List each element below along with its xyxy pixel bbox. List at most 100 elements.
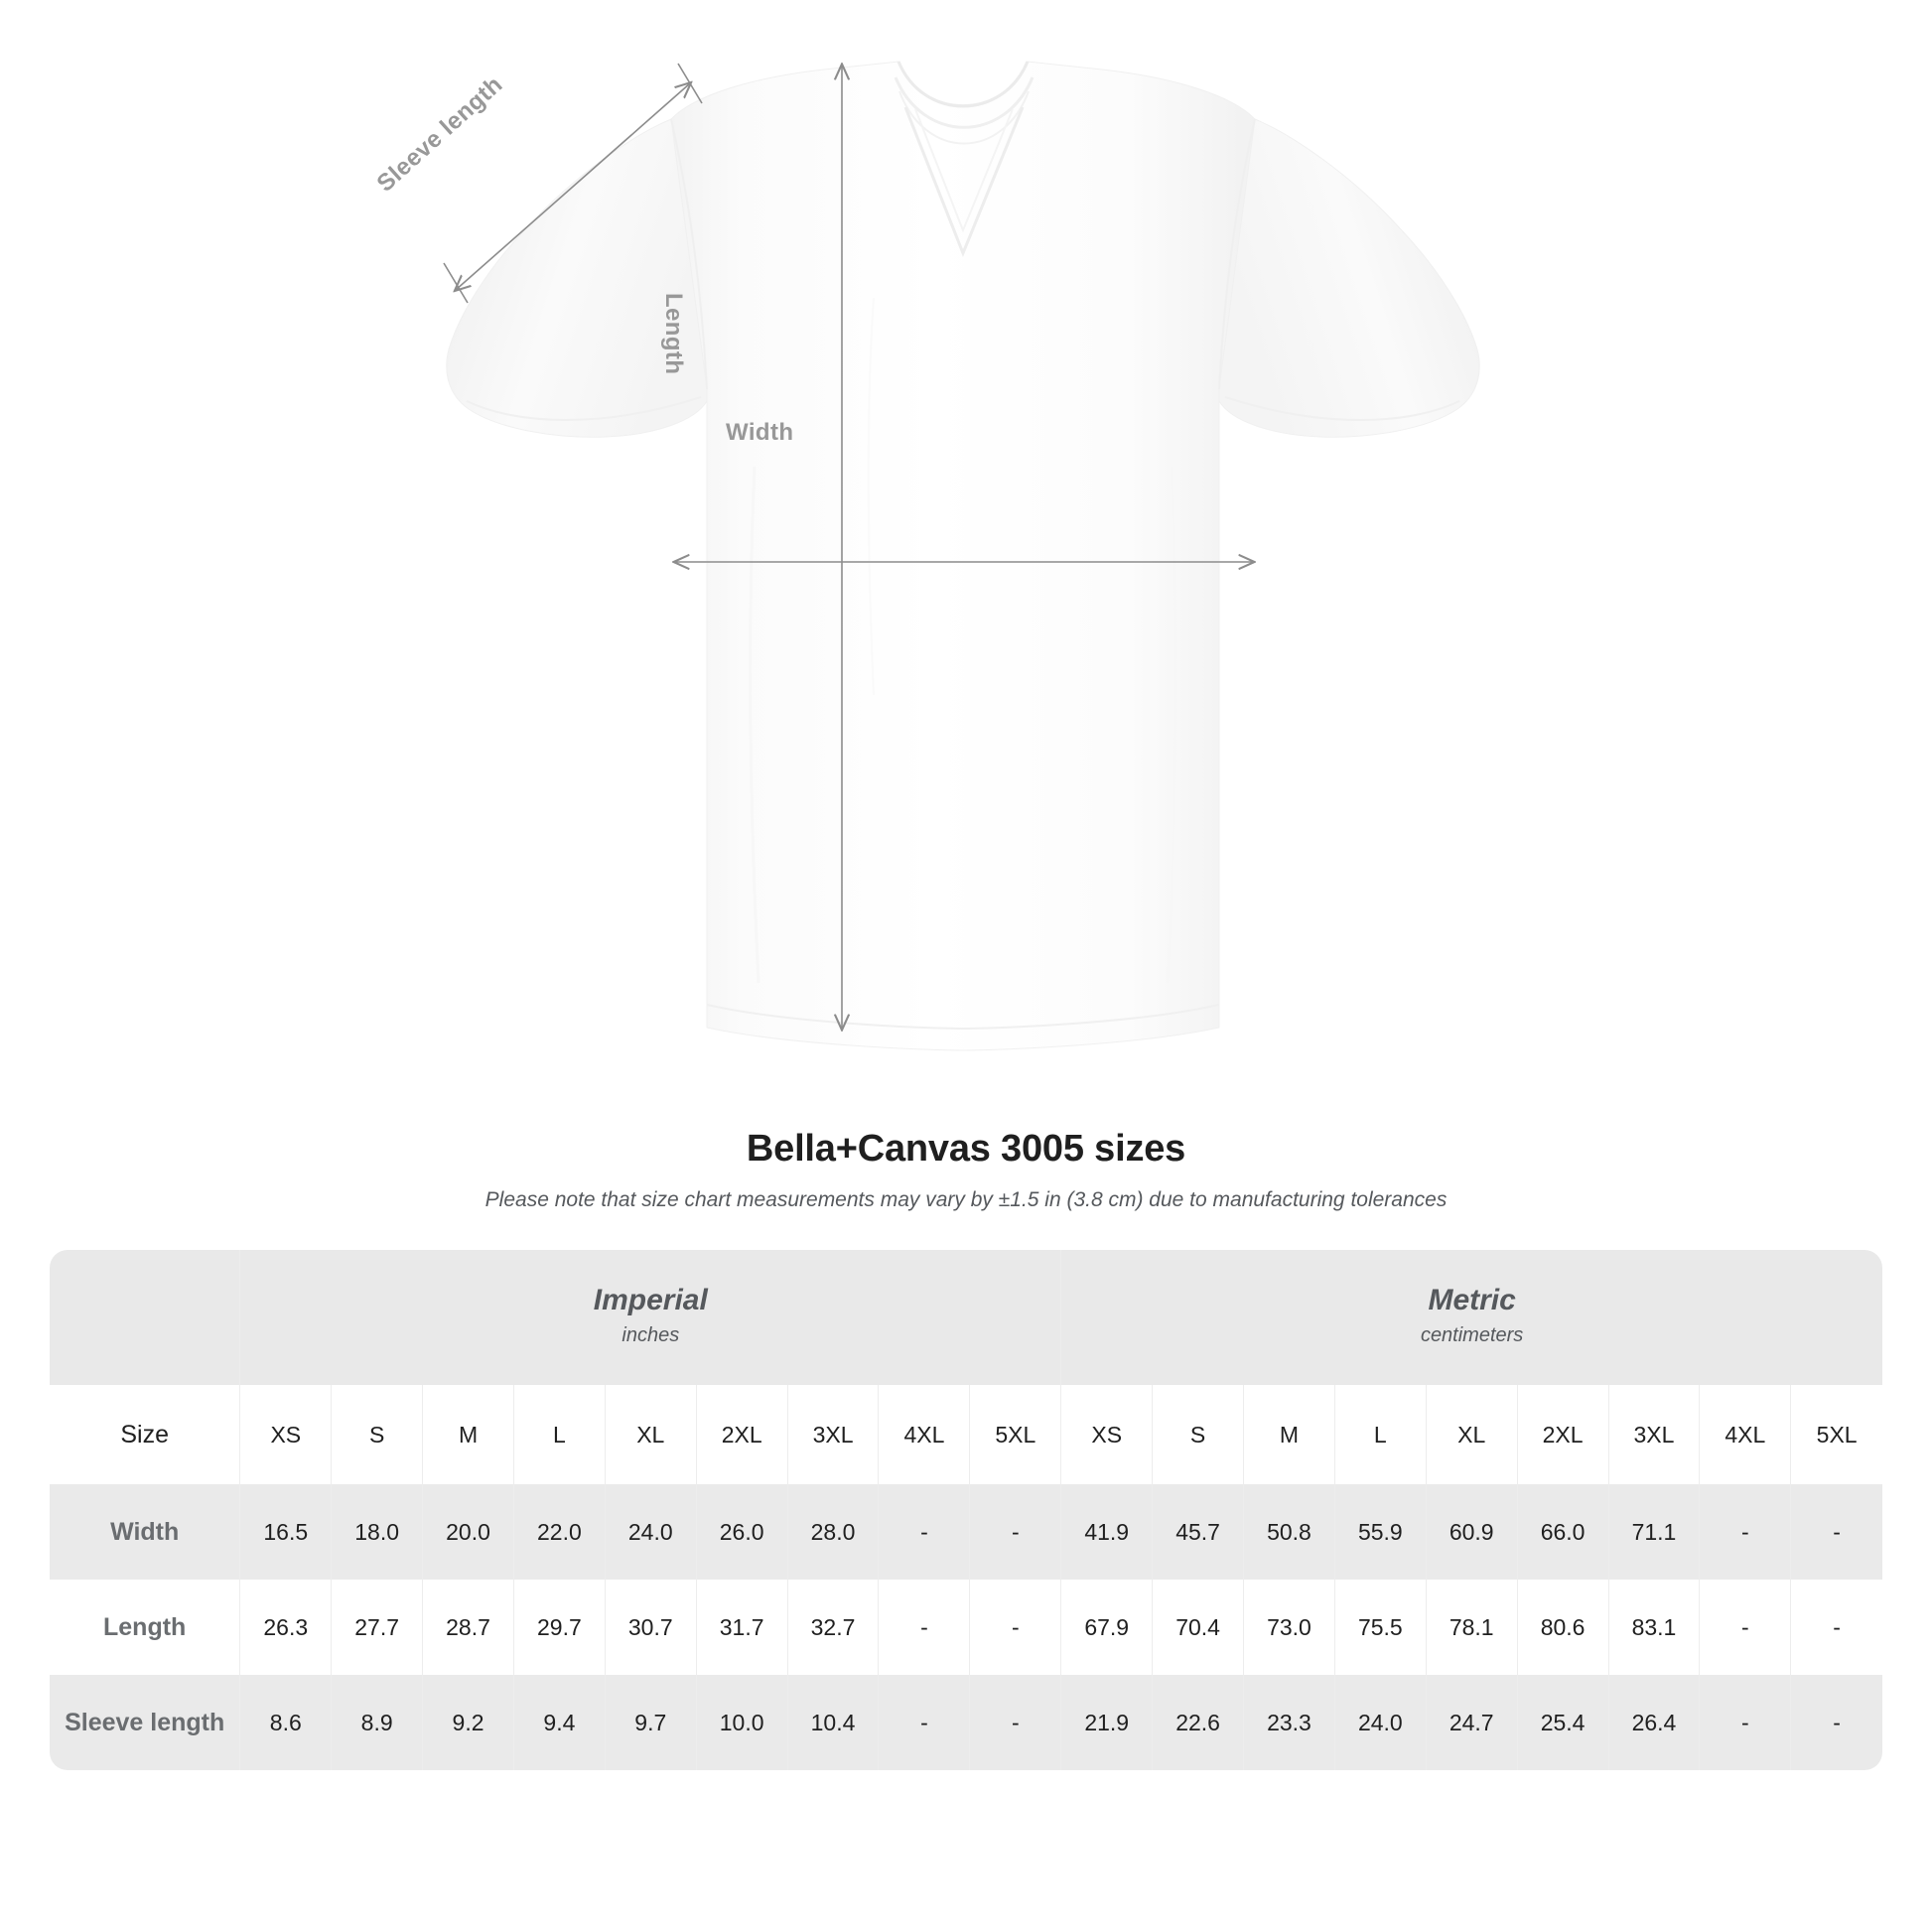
cell-length-imperial-l: 29.7 <box>513 1580 606 1675</box>
col-header-imperial-4xl: 4XL <box>878 1385 971 1484</box>
col-header-metric-2xl: 2XL <box>1517 1385 1609 1484</box>
cell-length-metric-xl: 78.1 <box>1426 1580 1518 1675</box>
cell-length-imperial-3xl: 32.7 <box>787 1580 880 1675</box>
size-chart-table: Imperial inches Metric centimeters Size … <box>50 1250 1882 1770</box>
cell-sleeve-metric-5xl: - <box>1790 1675 1882 1770</box>
cell-sleeve-metric-s: 22.6 <box>1152 1675 1245 1770</box>
col-header-metric-l: L <box>1334 1385 1427 1484</box>
chart-heading-block: Bella+Canvas 3005 sizes Please note that… <box>0 1122 1932 1212</box>
unit-group-metric-name: Metric <box>1428 1283 1516 1316</box>
cell-width-imperial-l: 22.0 <box>513 1484 606 1580</box>
col-header-imperial-5xl: 5XL <box>969 1385 1062 1484</box>
col-header-metric-xl: XL <box>1426 1385 1518 1484</box>
cell-length-metric-3xl: 83.1 <box>1608 1580 1701 1675</box>
table-row: Length 26.3 27.7 28.7 29.7 30.7 31.7 32.… <box>50 1580 1882 1675</box>
right-sleeve-hem <box>1224 396 1460 421</box>
col-header-imperial-3xl: 3XL <box>787 1385 880 1484</box>
cell-length-imperial-m: 28.7 <box>422 1580 514 1675</box>
cell-sleeve-imperial-5xl: - <box>969 1675 1062 1770</box>
unit-group-imperial-name: Imperial <box>593 1283 708 1316</box>
cell-width-metric-s: 45.7 <box>1152 1484 1245 1580</box>
fold-right <box>1166 466 1177 984</box>
size-header-label: Size <box>50 1385 241 1484</box>
length-label: Length <box>660 293 687 375</box>
col-header-imperial-s: S <box>331 1385 424 1484</box>
cell-length-metric-5xl: - <box>1790 1580 1882 1675</box>
cell-sleeve-imperial-s: 8.9 <box>331 1675 424 1770</box>
shirt-left-sleeve <box>446 118 708 438</box>
sleeve-length-arrow <box>456 83 690 290</box>
v-neck-inner <box>914 108 1014 233</box>
cell-length-imperial-2xl: 31.7 <box>696 1580 788 1675</box>
col-header-metric-5xl: 5XL <box>1790 1385 1882 1484</box>
col-header-imperial-l: L <box>513 1385 606 1484</box>
cell-length-imperial-s: 27.7 <box>331 1580 424 1675</box>
collar-rib-outer <box>897 61 1030 108</box>
row-label-sleeve-length: Sleeve length <box>50 1675 241 1770</box>
cell-width-imperial-s: 18.0 <box>331 1484 424 1580</box>
cell-width-metric-2xl: 66.0 <box>1517 1484 1609 1580</box>
col-header-metric-s: S <box>1152 1385 1245 1484</box>
col-header-imperial-xs: XS <box>239 1385 333 1484</box>
cell-width-metric-5xl: - <box>1790 1484 1882 1580</box>
cell-width-metric-xl: 60.9 <box>1426 1484 1518 1580</box>
unit-group-imperial: Imperial inches <box>239 1250 1062 1385</box>
size-chart-container: Imperial inches Metric centimeters Size … <box>50 1250 1882 1770</box>
cell-width-imperial-3xl: 28.0 <box>787 1484 880 1580</box>
width-label: Width <box>726 419 794 446</box>
cell-length-metric-4xl: - <box>1699 1580 1792 1675</box>
row-label-length: Length <box>50 1580 241 1675</box>
v-neck-seam <box>903 106 1025 258</box>
size-header-row: Size XS S M L XL 2XL 3XL 4XL 5XL XS S M … <box>50 1385 1882 1484</box>
col-header-metric-xs: XS <box>1060 1385 1154 1484</box>
collar-rib-inner <box>898 90 1030 145</box>
cell-length-imperial-xl: 30.7 <box>605 1580 697 1675</box>
fold-left <box>749 466 760 984</box>
col-header-metric-m: M <box>1243 1385 1335 1484</box>
cell-length-metric-m: 73.0 <box>1243 1580 1335 1675</box>
cell-length-metric-s: 70.4 <box>1152 1580 1245 1675</box>
cell-width-metric-m: 50.8 <box>1243 1484 1335 1580</box>
cell-sleeve-imperial-m: 9.2 <box>422 1675 514 1770</box>
unit-group-row: Imperial inches Metric centimeters <box>50 1250 1882 1385</box>
cell-sleeve-metric-xs: 21.9 <box>1060 1675 1154 1770</box>
page-title: Bella+Canvas 3005 sizes <box>746 1128 1186 1170</box>
right-shoulder-seam <box>1218 118 1256 390</box>
cell-sleeve-metric-m: 23.3 <box>1243 1675 1335 1770</box>
cell-length-imperial-xs: 26.3 <box>239 1580 333 1675</box>
cell-width-imperial-m: 20.0 <box>422 1484 514 1580</box>
unit-group-metric: Metric centimeters <box>1060 1250 1882 1385</box>
cell-sleeve-imperial-l: 9.4 <box>513 1675 606 1770</box>
col-header-metric-3xl: 3XL <box>1608 1385 1701 1484</box>
cell-sleeve-imperial-xs: 8.6 <box>239 1675 333 1770</box>
table-row: Sleeve length 8.6 8.9 9.2 9.4 9.7 10.0 1… <box>50 1675 1882 1770</box>
cell-width-imperial-5xl: - <box>969 1484 1062 1580</box>
cell-width-metric-xs: 41.9 <box>1060 1484 1154 1580</box>
unit-group-metric-unit: centimeters <box>1420 1324 1524 1347</box>
cell-length-imperial-4xl: - <box>878 1580 971 1675</box>
cell-width-metric-l: 55.9 <box>1334 1484 1427 1580</box>
col-header-imperial-2xl: 2XL <box>696 1385 788 1484</box>
cell-sleeve-metric-4xl: - <box>1699 1675 1792 1770</box>
collar-rib-mid <box>894 76 1035 129</box>
cell-length-metric-l: 75.5 <box>1334 1580 1427 1675</box>
unit-corner-cell <box>50 1250 241 1385</box>
left-sleeve-hem <box>466 396 702 421</box>
tolerance-note: Please note that size chart measurements… <box>484 1188 1448 1211</box>
cell-sleeve-imperial-2xl: 10.0 <box>696 1675 788 1770</box>
cell-width-imperial-xs: 16.5 <box>239 1484 333 1580</box>
col-header-imperial-xl: XL <box>605 1385 697 1484</box>
cell-sleeve-imperial-3xl: 10.4 <box>787 1675 880 1770</box>
cell-length-metric-xs: 67.9 <box>1060 1580 1154 1675</box>
cell-sleeve-imperial-xl: 9.7 <box>605 1675 697 1770</box>
unit-group-imperial-unit: inches <box>621 1324 680 1347</box>
shirt-right-sleeve <box>1218 118 1480 438</box>
shirt-body <box>670 61 1256 1051</box>
cell-sleeve-metric-2xl: 25.4 <box>1517 1675 1609 1770</box>
col-header-imperial-m: M <box>422 1385 514 1484</box>
cell-width-imperial-2xl: 26.0 <box>696 1484 788 1580</box>
table-row: Width 16.5 18.0 20.0 22.0 24.0 26.0 28.0… <box>50 1484 1882 1580</box>
cell-width-imperial-xl: 24.0 <box>605 1484 697 1580</box>
cell-length-metric-2xl: 80.6 <box>1517 1580 1609 1675</box>
tshirt-illustration <box>443 61 1480 1051</box>
